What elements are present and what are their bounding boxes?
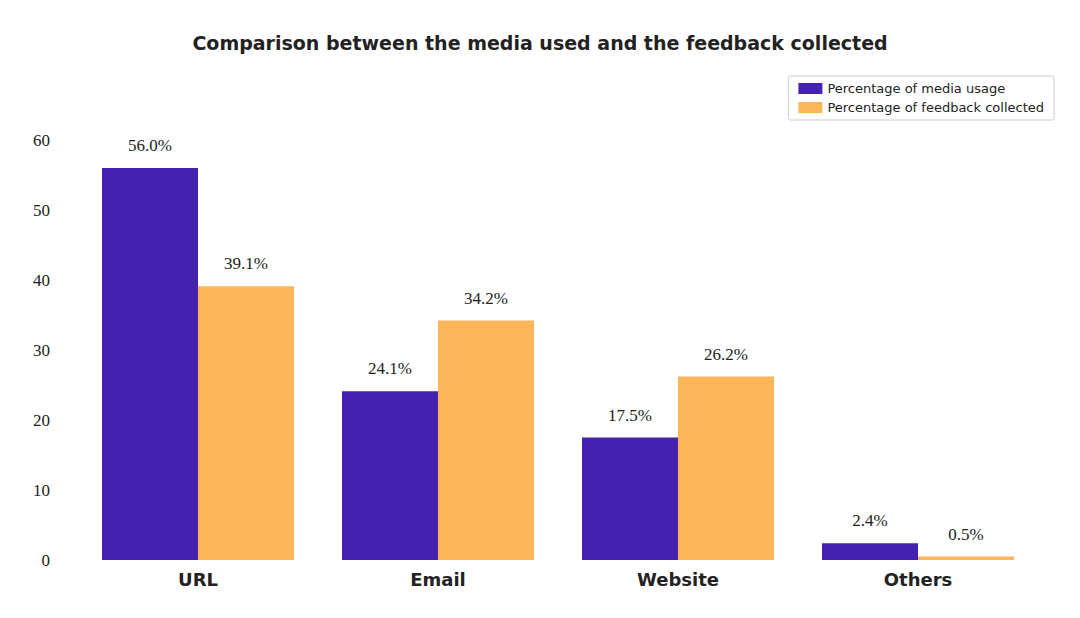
svg-text:40: 40 (33, 271, 50, 290)
svg-text:URL: URL (178, 569, 218, 590)
svg-text:2.4%: 2.4% (852, 511, 887, 530)
svg-text:Comparison between the media u: Comparison between the media used and th… (192, 32, 887, 54)
svg-text:Email: Email (410, 569, 466, 590)
svg-text:Percentage of feedback collect: Percentage of feedback collected (827, 100, 1044, 115)
svg-text:10: 10 (33, 481, 50, 500)
svg-text:50: 50 (33, 201, 50, 220)
svg-text:60: 60 (33, 131, 50, 150)
svg-text:39.1%: 39.1% (224, 254, 268, 273)
svg-text:24.1%: 24.1% (368, 359, 412, 378)
svg-text:0: 0 (42, 551, 51, 570)
svg-text:Website: Website (637, 569, 719, 590)
svg-text:26.2%: 26.2% (704, 345, 748, 364)
svg-text:30: 30 (33, 341, 50, 360)
svg-text:20: 20 (33, 411, 50, 430)
svg-text:Others: Others (884, 569, 953, 590)
svg-text:34.2%: 34.2% (464, 289, 508, 308)
svg-text:56.0%: 56.0% (128, 136, 172, 155)
svg-text:Percentage of media usage: Percentage of media usage (827, 81, 1005, 96)
svg-text:0.5%: 0.5% (948, 525, 983, 544)
svg-text:17.5%: 17.5% (608, 406, 652, 425)
